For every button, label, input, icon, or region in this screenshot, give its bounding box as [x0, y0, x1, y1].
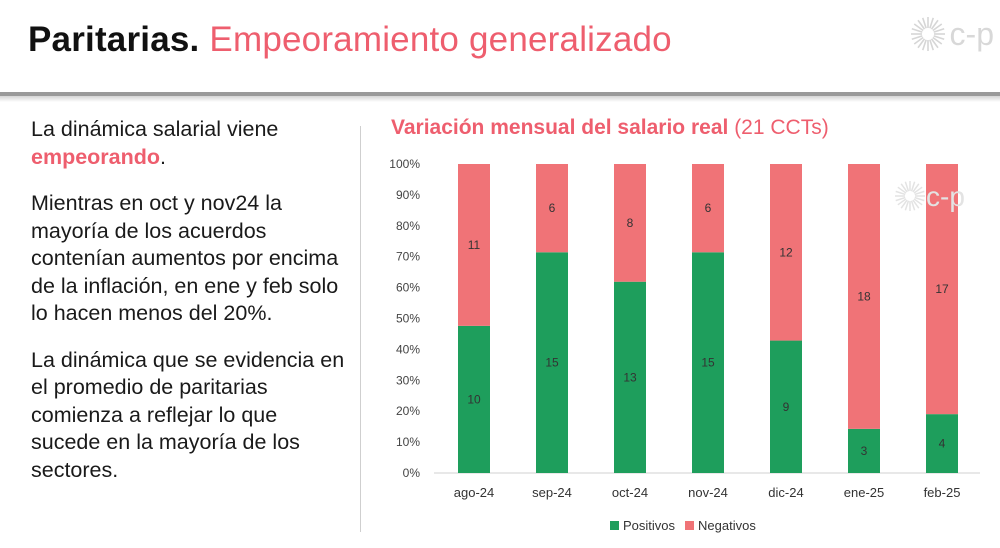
bar-negativos [536, 164, 568, 253]
data-label-negativos: 6 [705, 201, 712, 215]
vertical-divider [360, 126, 361, 532]
y-tick-label: 30% [396, 373, 420, 387]
logo-text: c-p [949, 15, 994, 52]
bar-negativos [848, 164, 880, 429]
bar-positivos [848, 428, 880, 473]
x-tick-label: sep-24 [532, 485, 572, 500]
y-tick-label: 10% [396, 435, 420, 449]
watermark-ray [900, 183, 908, 193]
y-tick-label: 40% [396, 342, 420, 356]
watermark-ray [904, 181, 910, 192]
data-label-negativos: 8 [627, 216, 634, 230]
bar-negativos [614, 164, 646, 282]
data-label-positivos: 10 [467, 392, 481, 406]
legend-item-negativos: Negativos [685, 518, 756, 533]
data-label-negativos: 11 [468, 238, 481, 252]
sunburst-icon [910, 17, 945, 51]
data-label-negativos: 6 [549, 201, 556, 215]
bar-positivos [692, 252, 724, 473]
summary-text: La dinámica salarial viene empeorando. M… [31, 116, 351, 503]
y-tick-label: 20% [396, 404, 420, 418]
bar-positivos [536, 252, 568, 473]
x-tick-label: ago-24 [454, 485, 494, 500]
legend-item-positivos: Positivos [610, 518, 675, 533]
bar-positivos [614, 281, 646, 473]
chart-title-sub: (21 CCTs) [734, 116, 829, 139]
header-divider-shadow [0, 96, 1000, 102]
y-tick-label: 80% [396, 219, 420, 233]
watermark-ray [912, 183, 920, 193]
chart-legend: Positivos Negativos [610, 518, 766, 533]
data-label-positivos: 15 [701, 356, 715, 370]
bar-negativos [926, 164, 958, 415]
x-tick-label: ene-25 [844, 485, 884, 500]
y-tick-label: 90% [396, 188, 420, 202]
x-tick-label: oct-24 [612, 485, 648, 500]
y-tick-label: 100% [389, 157, 420, 171]
brand-logo: c-p [908, 14, 994, 54]
bar-negativos [770, 164, 802, 341]
data-label-positivos: 4 [939, 437, 946, 451]
watermark-ray [914, 190, 925, 196]
watermark-ray [895, 190, 906, 196]
watermark-ray [912, 199, 920, 209]
p1-highlight: empeorando [31, 144, 161, 169]
bar-positivos [458, 325, 490, 473]
y-tick-label: 60% [396, 281, 420, 295]
bar-negativos [692, 164, 724, 253]
legend-label-negativos: Negativos [698, 518, 756, 533]
y-tick-label: 0% [403, 466, 421, 480]
x-tick-label: feb-25 [924, 485, 961, 500]
watermark-ray [914, 196, 925, 202]
page-title: Paritarias. Empeoramiento generalizado [28, 20, 672, 60]
p1-text: La dinámica salarial viene [31, 117, 279, 141]
page-title-bold: Paritarias. [28, 20, 200, 59]
header: Paritarias. Empeoramiento generalizado c… [0, 0, 1000, 95]
watermark-ray [910, 200, 916, 211]
bar-negativos [458, 164, 490, 326]
data-label-positivos: 13 [623, 370, 637, 384]
watermark-ray [897, 186, 907, 194]
watermark-ray [895, 196, 906, 202]
watermark-ray [910, 181, 916, 192]
summary-paragraph-3: La dinámica que se evidencia en el prome… [31, 347, 345, 482]
page-title-light: Empeoramiento generalizado [209, 20, 672, 59]
x-tick-label: nov-24 [688, 485, 728, 500]
legend-swatch-positivos [610, 521, 619, 530]
summary-paragraph-1: La dinámica salarial viene empeorando. [31, 116, 351, 171]
data-label-positivos: 3 [861, 444, 868, 458]
bar-positivos [770, 340, 802, 473]
y-tick-label: 70% [396, 250, 420, 264]
stacked-bar-chart: 0% 10% 20% 30% 40% 50% 60% 70% 80% 90% 100% 10 11 ago… [389, 157, 980, 500]
summary-paragraph-2: Mientras en oct y nov24 la mayoría de lo… [31, 191, 339, 325]
p1-end: . [160, 144, 167, 169]
data-label-positivos: 15 [545, 356, 559, 370]
watermark-ray [904, 200, 910, 211]
data-label-negativos: 17 [935, 282, 949, 296]
bar-positivos [926, 414, 958, 473]
chart-title: Variación mensual del salario real (21 C… [391, 116, 829, 140]
header-divider [0, 92, 1000, 96]
watermark-logo-text: c-p [926, 181, 965, 212]
x-tick-label: dic-24 [768, 485, 803, 500]
chart-title-main: Variación mensual del salario real [391, 116, 729, 139]
data-label-negativos: 12 [779, 245, 793, 259]
watermark-ray [913, 186, 923, 194]
watermark-ray [900, 199, 908, 209]
watermark-ray [897, 198, 907, 206]
y-tick-label: 50% [396, 312, 420, 326]
watermark-ray [913, 198, 923, 206]
data-label-positivos: 9 [783, 400, 790, 414]
data-label-negativos: 18 [857, 289, 871, 303]
legend-swatch-negativos [685, 521, 695, 530]
legend-label-positivos: Positivos [623, 518, 676, 533]
